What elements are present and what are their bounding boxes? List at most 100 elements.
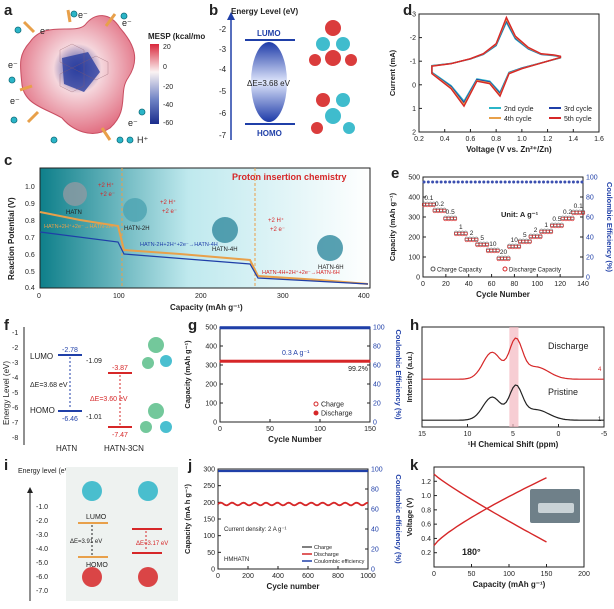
svg-text:-5: -5: [219, 87, 227, 96]
efficiency-point: [529, 180, 533, 184]
y-tick-label: 0: [213, 420, 217, 427]
panel-label-b: b: [209, 2, 219, 19]
electron-label-4: e⁻: [8, 60, 18, 70]
charge-point: [474, 236, 479, 241]
x-tick-label: 0.4: [440, 136, 450, 143]
discharge-point: [495, 248, 500, 254]
efficiency-point: [367, 326, 371, 330]
charge-point: [463, 230, 468, 235]
legend-swatch: [430, 266, 436, 272]
bend-angle: 180°: [462, 547, 481, 557]
efficiency-point: [524, 180, 528, 184]
y-tick-label: 1.0: [421, 493, 431, 500]
svg-text:-2: -2: [12, 345, 18, 352]
legend-label: 3rd cycle: [564, 106, 592, 113]
svg-text:0.4: 0.4: [25, 285, 35, 292]
efficiency-point: [550, 180, 554, 184]
legend-label: Charge: [314, 545, 332, 551]
svg-text:+2 e⁻: +2 e⁻: [100, 192, 115, 198]
y2-tick-label: 40: [586, 235, 594, 242]
y-tick-label: 200: [203, 500, 215, 507]
mesp-tick-3: -20: [163, 84, 173, 91]
panel-label-d: d: [403, 2, 413, 19]
panel-i: i Energy level (eV) -1.0 -2.0 -3.0 -4.0 …: [0, 455, 180, 604]
svg-text:-3.0: -3.0: [36, 532, 48, 539]
plot-frame: [219, 326, 371, 423]
discharge-point: [484, 242, 490, 248]
electron-label-1: e⁻: [40, 26, 50, 36]
step-labels: +2 H⁺ +2 e⁻ +2 H⁺ +2 e⁻ +2 H⁺ +2 e⁻: [98, 182, 285, 233]
svg-text:+2 H⁺: +2 H⁺: [268, 217, 284, 224]
plot-frame: [217, 468, 369, 570]
long-cycling-chart: 0 50 100 1500100200300400500020406080100Cyc…: [183, 325, 403, 445]
discharge-point: [570, 216, 575, 222]
y-tick-label: 300: [203, 467, 215, 474]
y-tick-label: 0: [211, 567, 215, 574]
discharge-point: [527, 239, 532, 245]
electron-label-5: e⁻: [10, 96, 20, 106]
y-tick-label: 400: [408, 195, 420, 202]
x-tick-label: 15: [418, 431, 426, 438]
svg-text:+2 e⁻: +2 e⁻: [270, 227, 285, 233]
y2-tick-label: 100: [371, 467, 383, 474]
efficiency-point: [576, 180, 580, 184]
y-axis-label: Capacity (mAh g⁻¹): [388, 192, 397, 261]
y-tick-label: 100: [408, 255, 420, 262]
y-tick-label: 500: [205, 325, 217, 332]
charge-point: [516, 243, 522, 248]
hatn-gap-label: ΔE=3.68 eV: [30, 382, 68, 389]
x-tick-label: 1.0: [517, 136, 527, 143]
svg-text:-3: -3: [12, 360, 18, 367]
x-axis-label: Voltage (V vs. Zn²⁺/Zn): [466, 145, 552, 154]
energy-ticks: -1.0 -2.0 -3.0 -4.0 -5.0 -6.0 -7.0: [36, 504, 48, 595]
y2-tick-label: 20: [586, 255, 594, 262]
left-gap-label: ΔE=3.91 eV: [70, 539, 102, 545]
cn-homo-orbital: [140, 403, 172, 433]
charge-point: [559, 222, 564, 227]
svg-text:-5: -5: [12, 390, 18, 397]
rate-label: 5: [523, 232, 527, 239]
charge-point: [538, 233, 543, 238]
panel-label-g: g: [188, 317, 198, 334]
energy-ticks: -2 -3 -4 -5 -6 -7: [219, 25, 227, 140]
x-tick-label: 50: [468, 571, 476, 578]
y-tick-label: 0.2: [421, 550, 431, 557]
svg-text:-3: -3: [219, 45, 227, 54]
y-axis-label: Capacity (mA h g⁻¹): [183, 484, 192, 554]
rate-label: 10: [489, 241, 497, 248]
x-tick-label: 150: [364, 426, 376, 433]
y-axis-label: Reaction Potential (V): [7, 197, 16, 280]
y-tick-label: 200: [205, 382, 217, 389]
capacity-series: [217, 501, 369, 507]
discharge-label: Discharge: [548, 341, 589, 351]
discharge-point: [463, 231, 468, 237]
x-tick-label: 0: [432, 571, 436, 578]
x-tick-label: 200: [242, 573, 254, 580]
legend-label: Discharge Capacity: [509, 268, 561, 274]
y2-tick-label: 40: [373, 382, 381, 389]
proton-label: H⁺: [137, 135, 148, 145]
x-tick-label: -5: [601, 431, 607, 438]
discharge-point: [431, 202, 436, 208]
svg-text:0.8: 0.8: [25, 218, 35, 225]
rate-label: 0.2: [563, 209, 572, 216]
panel-label-j: j: [188, 457, 193, 474]
molecule-hatn-4h: HATN-4H: [212, 217, 238, 253]
gap-label: ΔE=3.68 eV: [247, 79, 291, 88]
discharge-point: [474, 237, 479, 243]
molecule-hatn-6h: HATN-6H: [317, 235, 344, 271]
x-tick-label: 800: [332, 573, 344, 580]
rate-label: 2: [534, 227, 538, 234]
efficiency-point: [456, 180, 460, 184]
legend-swatch: [313, 401, 319, 407]
x-tick-label: 140: [577, 281, 589, 288]
lumo-label: LUMO: [86, 514, 107, 521]
efficiency-point: [537, 180, 541, 184]
y-tick-label: 1: [412, 106, 416, 113]
y-tick-label: 0.6: [421, 522, 431, 529]
rate-label: 2: [470, 230, 474, 237]
rate-label: 1: [544, 222, 548, 229]
mesp-tick-2: 0: [163, 64, 167, 71]
svg-text:1.0: 1.0: [25, 184, 35, 191]
reaction-3: HATN-4H+2H⁺+2e⁻→HATN-6H: [262, 269, 340, 276]
